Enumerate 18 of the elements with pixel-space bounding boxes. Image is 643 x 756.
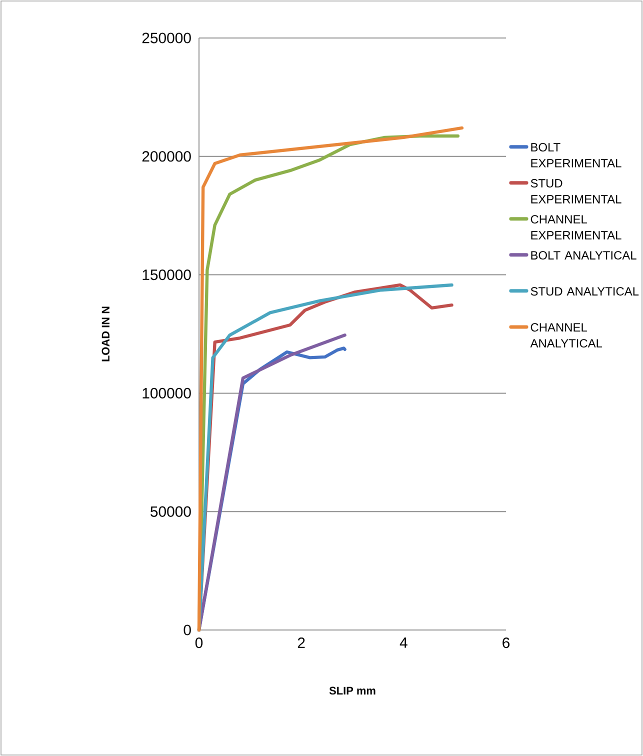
- x-tick-label: 4: [400, 637, 408, 648]
- y-tick-label: 50000: [150, 506, 191, 517]
- y-tick-label: 150000: [142, 269, 191, 280]
- x-tick-label: 6: [502, 637, 510, 648]
- legend-label: CHANNEL ANALYTICAL: [530, 323, 602, 348]
- x-tick-label: 2: [298, 637, 305, 648]
- y-tick-label: 200000: [142, 151, 191, 162]
- legend-label: STUD ANALYTICAL: [530, 287, 639, 296]
- x-axis-title: SLIP mm: [329, 686, 376, 695]
- y-tick-label: 100000: [142, 388, 191, 398]
- y-axis-title: LOAD IN N: [102, 306, 110, 362]
- legend-label: CHANNEL EXPERIMENTAL: [530, 215, 622, 240]
- legend-label: STUD EXPERIMENTAL: [530, 179, 622, 204]
- legend-label: BOLT EXPERIMENTAL: [531, 143, 622, 168]
- y-tick-label: 0: [184, 624, 191, 636]
- x-tick-label: 0: [195, 637, 203, 648]
- legend-label: BOLT ANALYTICAL: [531, 251, 636, 260]
- y-tick-label: 250000: [142, 32, 191, 44]
